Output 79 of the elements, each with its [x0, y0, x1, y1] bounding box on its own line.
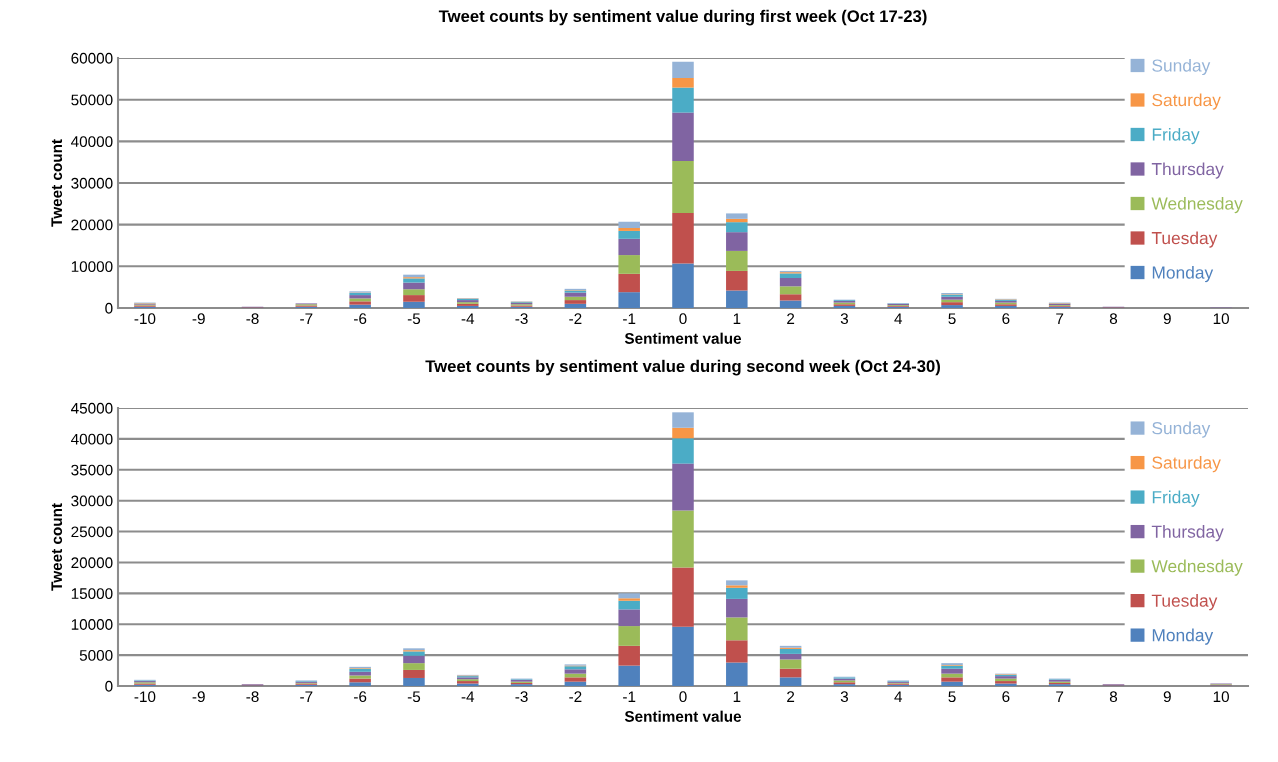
x-tick-label: 6 [1002, 691, 1010, 703]
x-tick-label: 6 [1002, 313, 1010, 325]
legend-label: Tuesday [1151, 231, 1218, 248]
x-tick-label: -6 [354, 691, 367, 703]
y-tick-label: 30000 [71, 177, 113, 189]
x-tick-label: 1 [733, 313, 741, 324]
y-tick-label: 0 [105, 302, 113, 314]
x-tick-label: 7 [1056, 313, 1064, 324]
x-tick-label: 9 [1163, 691, 1171, 703]
x-tick-label: -2 [569, 313, 582, 324]
x-tick-label: -9 [192, 313, 205, 325]
y-tick-label: 10000 [71, 261, 113, 273]
y-tick-label: 10000 [71, 619, 113, 630]
y-tick-label: 20000 [71, 557, 113, 569]
x-tick-label: -7 [300, 691, 313, 702]
y-axis-title: Tweet count [51, 139, 63, 227]
x-tick-label: 2 [787, 691, 795, 702]
text: Saturday [1152, 456, 1221, 473]
y-tick-label: 0 [105, 680, 113, 692]
x-tick-label: 5 [948, 313, 956, 325]
text: Sunday [1152, 421, 1211, 438]
x-tick-label: -1 [623, 313, 636, 324]
x-tick-label: 4 [894, 691, 903, 702]
x-tick-label: 10 [1213, 313, 1229, 325]
x-tick-label: 2 [787, 313, 795, 324]
x-tick-label: -5 [407, 691, 421, 703]
x-tick-label: -4 [461, 691, 475, 702]
x-tick-label: 1 [733, 691, 741, 702]
x-tick-label: -10 [134, 691, 156, 703]
legend-label: Thursday [1151, 162, 1224, 179]
y-tick-label: 20000 [71, 219, 113, 231]
legend-label: Monday [1152, 628, 1214, 645]
x-tick-label: -8 [246, 313, 259, 325]
y-tick-label: 5000 [79, 649, 113, 661]
x-tick-label: -3 [515, 313, 528, 325]
x-tick-label: 8 [1109, 691, 1118, 703]
x-tick-label: -5 [407, 313, 421, 325]
x-axis-title: Sentiment value [624, 710, 742, 722]
x-tick-label: 0 [679, 691, 687, 703]
legend-label: Friday [1152, 490, 1200, 507]
y-tick-label: 40000 [71, 433, 113, 445]
y-tick-label: 45000 [71, 402, 113, 414]
y-tick-label: 35000 [71, 464, 113, 476]
legend-label: Wednesday [1151, 559, 1243, 576]
x-tick-label: -4 [461, 313, 475, 324]
x-tick-label: -1 [623, 691, 636, 702]
x-tick-label: 0 [679, 313, 687, 325]
legend-label: Tuesday [1151, 594, 1218, 611]
y-tick-label: 40000 [71, 136, 113, 148]
x-tick-label: 7 [1056, 691, 1064, 702]
x-tick-label: 9 [1163, 313, 1171, 325]
x-tick-label: -9 [192, 691, 205, 703]
x-tick-label: -3 [515, 691, 528, 703]
y-tick-label: 15000 [71, 588, 113, 600]
legend-label: Monday [1152, 265, 1214, 283]
y-axis-title: Tweet count [51, 503, 63, 591]
x-tick-label: 4 [894, 313, 903, 324]
x-tick-label: -10 [134, 313, 156, 325]
x-tick-label: 5 [948, 691, 956, 703]
x-tick-label: 8 [1109, 313, 1118, 325]
y-tick-label: 30000 [71, 495, 113, 507]
x-tick-label: 3 [840, 313, 849, 325]
x-tick-label: -2 [569, 691, 582, 702]
legend-label: Sunday [1152, 58, 1211, 76]
chart-title: Tweet counts by sentiment value during first week (Oct 17-23) [438, 9, 927, 26]
y-tick-label: 60000 [71, 52, 113, 64]
legend-label: Wednesday [1151, 196, 1243, 214]
chart-title: Tweet counts by sentiment value during second week (Oct 24-30) [425, 359, 940, 376]
x-tick-label: -6 [354, 313, 367, 325]
x-tick-label: -8 [246, 691, 259, 703]
y-tick-label: 25000 [71, 526, 113, 538]
x-tick-label: 3 [840, 691, 849, 703]
y-tick-label: 50000 [71, 94, 113, 106]
legend-label: Thursday [1151, 525, 1224, 542]
x-tick-label: 10 [1213, 691, 1229, 703]
legend-label: Saturday [1152, 93, 1221, 110]
x-tick-label: -7 [300, 313, 313, 324]
x-axis-title: Sentiment value [624, 332, 742, 344]
legend-label: Friday [1152, 127, 1200, 145]
